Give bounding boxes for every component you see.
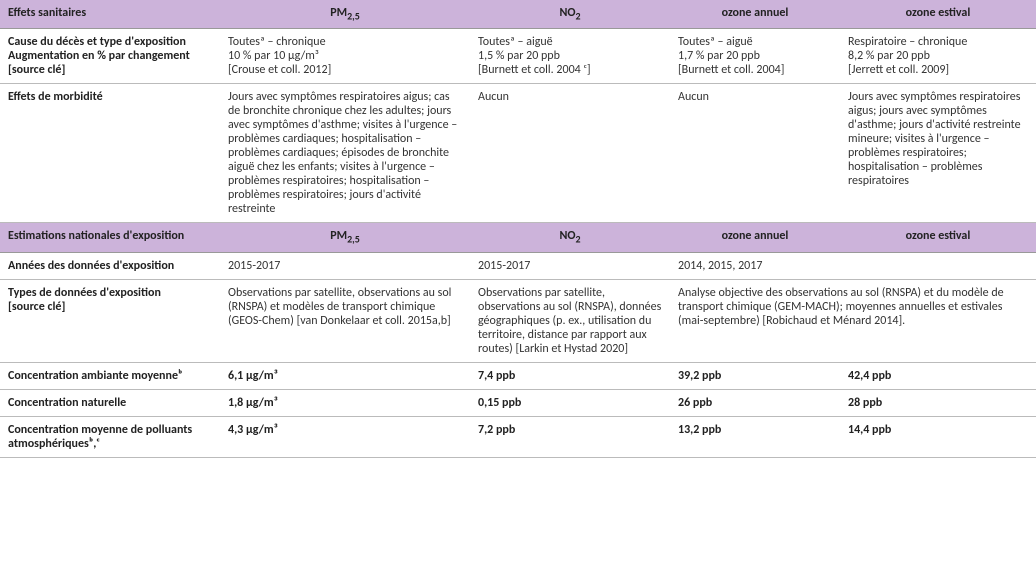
header-pm-sub: 2,5 — [347, 233, 360, 246]
header-no2-text: NO — [559, 229, 575, 243]
cell-oz-annual: 26 ppb — [670, 389, 840, 416]
cell-pm: 2015-2017 — [220, 252, 470, 279]
cell-no2: Aucun — [470, 84, 670, 223]
cell-no2: Toutesª – aiguë 1,5 % par 20 ppb [Burnet… — [470, 29, 670, 84]
cell-oz-annual: 39,2 ppb — [670, 362, 840, 389]
cell-pm: Jours avec symptômes respiratoires aigus… — [220, 84, 470, 223]
cell-oz-summer: Respiratoire – chronique 8,2 % par 20 pp… — [840, 29, 1036, 84]
cell-oz-summer: Jours avec symptômes respiratoires aigus… — [840, 84, 1036, 223]
footnote — [0, 458, 1036, 462]
cell-oz-merged: 2014, 2015, 2017 — [670, 252, 1036, 279]
header-no2-sub: 2 — [575, 9, 580, 22]
header-ozone-summer: ozone estival — [840, 0, 1036, 29]
row-label: Concentration naturelle — [0, 389, 220, 416]
cell-pm: 1,8 µg/m³ — [220, 389, 470, 416]
header-no2-sub: 2 — [575, 233, 580, 246]
header-no2-text: NO — [559, 6, 575, 20]
row-label: Types de données d'exposition [source cl… — [0, 279, 220, 362]
cell-oz-annual: Aucun — [670, 84, 840, 223]
row-natural-concentration: Concentration naturelle 1,8 µg/m³ 0,15 p… — [0, 389, 1036, 416]
row-cause-of-death: Cause du décès et type d'exposition Augm… — [0, 29, 1036, 84]
row-label: Années des données d'exposition — [0, 252, 220, 279]
table-header-2: Estimations nationales d'exposition PM2,… — [0, 223, 1036, 252]
header-pm25: PM2,5 — [220, 223, 470, 252]
header-no2: NO2 — [470, 0, 670, 29]
cell-no2: Observations par satellite, observations… — [470, 279, 670, 362]
header-pm25: PM2,5 — [220, 0, 470, 29]
table-header-1: Effets sanitaires PM2,5 NO2 ozone annuel… — [0, 0, 1036, 29]
cell-oz-summer: 28 ppb — [840, 389, 1036, 416]
header-ozone-annual: ozone annuel — [670, 0, 840, 29]
row-exposure-years: Années des données d'exposition 2015-201… — [0, 252, 1036, 279]
header-no2: NO2 — [470, 223, 670, 252]
row-pollutant-concentration: Concentration moyenne de polluants atmos… — [0, 416, 1036, 457]
cell-no2: 0,15 ppb — [470, 389, 670, 416]
cell-oz-merged: Analyse objective des observations au so… — [670, 279, 1036, 362]
row-label: Concentration ambiante moyenneᵇ — [0, 362, 220, 389]
cell-oz-summer: 42,4 ppb — [840, 362, 1036, 389]
header-ozone-annual: ozone annuel — [670, 223, 840, 252]
cell-pm: 6,1 µg/m³ — [220, 362, 470, 389]
cell-no2: 2015-2017 — [470, 252, 670, 279]
row-ambient-concentration: Concentration ambiante moyenneᵇ 6,1 µg/m… — [0, 362, 1036, 389]
cell-no2: 7,2 ppb — [470, 416, 670, 457]
row-exposure-types: Types de données d'exposition [source cl… — [0, 279, 1036, 362]
row-label: Cause du décès et type d'exposition Augm… — [0, 29, 220, 84]
row-morbidity: Effets de morbidité Jours avec symptômes… — [0, 84, 1036, 223]
cell-oz-annual: 13,2 ppb — [670, 416, 840, 457]
header-label: Estimations nationales d'exposition — [0, 223, 220, 252]
cell-oz-annual: Toutesª – aiguë 1,7 % par 20 ppb [Burnet… — [670, 29, 840, 84]
header-pm-sub: 2,5 — [347, 9, 360, 22]
cell-oz-summer: 14,4 ppb — [840, 416, 1036, 457]
header-pm-text: PM — [330, 229, 347, 243]
health-effects-table: Effets sanitaires PM2,5 NO2 ozone annuel… — [0, 0, 1036, 458]
cell-pm: 4,3 µg/m³ — [220, 416, 470, 457]
cell-no2: 7,4 ppb — [470, 362, 670, 389]
header-ozone-summer: ozone estival — [840, 223, 1036, 252]
row-label: Effets de morbidité — [0, 84, 220, 223]
header-label: Effets sanitaires — [0, 0, 220, 29]
header-pm-text: PM — [330, 6, 347, 20]
cell-pm: Observations par satellite, observations… — [220, 279, 470, 362]
cell-pm: Toutesª – chronique 10 % par 10 µg/m³ [C… — [220, 29, 470, 84]
row-label: Concentration moyenne de polluants atmos… — [0, 416, 220, 457]
